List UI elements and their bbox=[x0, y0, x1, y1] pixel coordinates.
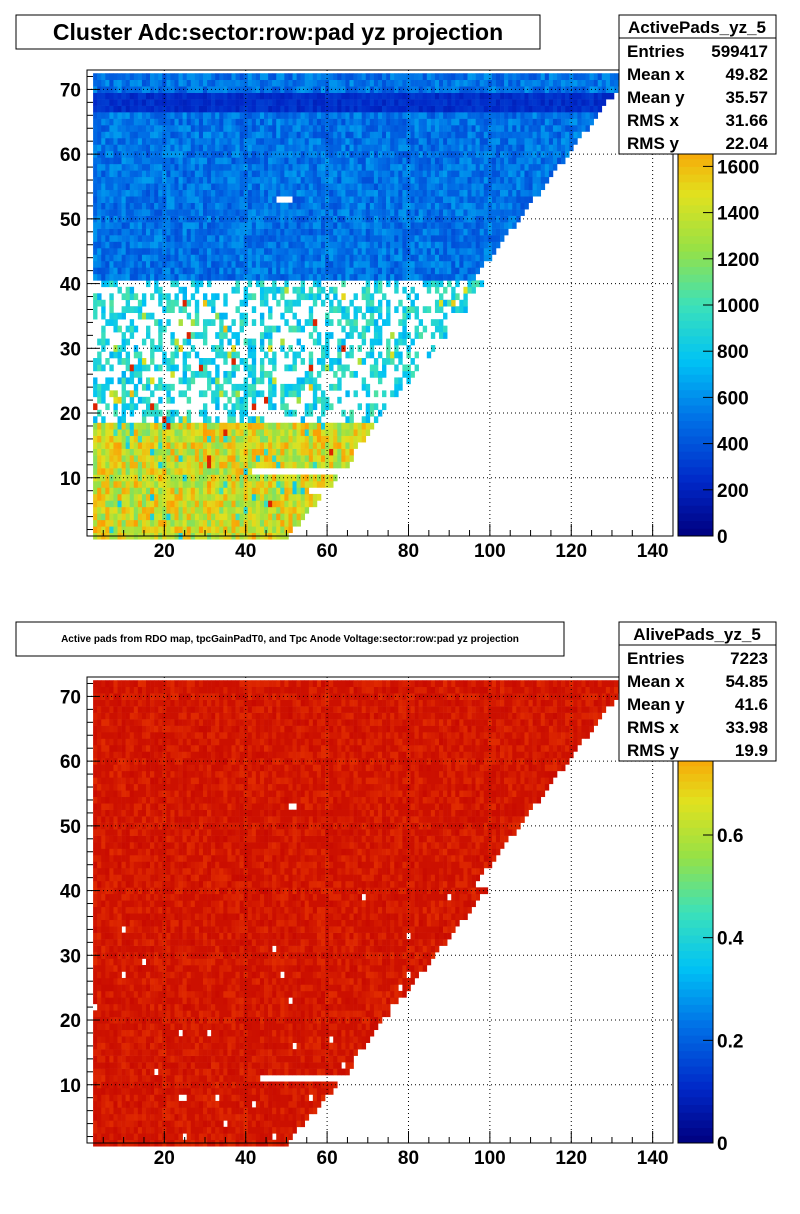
bottom-stat-label: RMS y bbox=[627, 741, 680, 760]
bottom-stats-box: AlivePads_yz_5 Entries 7223 Mean x 54.85… bbox=[618, 621, 777, 762]
y-tick-label: 40 bbox=[60, 882, 81, 903]
chart-title: Cluster Adc:sector:row:pad yz projection bbox=[53, 19, 503, 45]
bottom-stat-value: 33.98 bbox=[725, 718, 768, 737]
top-heatmap-cells bbox=[93, 73, 627, 540]
bottom-stat-label: Mean y bbox=[627, 695, 685, 714]
x-tick-label: 40 bbox=[235, 541, 256, 562]
bottom-axes: 20 40 60 80 100 120 140 10 20 30 40 50 60 70 bbox=[60, 682, 674, 1169]
colorbar-tick-label: 400 bbox=[717, 435, 749, 456]
y-tick-label: 20 bbox=[60, 1011, 81, 1032]
x-tick-label: 120 bbox=[555, 541, 587, 562]
bottom-stat-label: RMS x bbox=[627, 718, 680, 737]
x-tick-label: 60 bbox=[317, 541, 338, 562]
colorbar-tick-label: 0 bbox=[717, 1134, 728, 1155]
bottom-stats-name: AlivePads_yz_5 bbox=[633, 625, 761, 644]
top-grid bbox=[87, 70, 673, 536]
colorbar-tick-label: 1200 bbox=[717, 250, 759, 271]
bottom-stat-value: 19.9 bbox=[735, 741, 768, 760]
bottom-stat-value: 54.85 bbox=[725, 672, 768, 691]
colorbar-tick-label: 0 bbox=[717, 527, 728, 548]
top-stat-label: Mean x bbox=[627, 65, 685, 84]
y-tick-label: 50 bbox=[60, 210, 81, 231]
y-tick-label: 30 bbox=[60, 946, 81, 967]
colorbar-tick-label: 0.2 bbox=[717, 1031, 743, 1052]
y-tick-label: 40 bbox=[60, 275, 81, 296]
colorbar-tick-label: 800 bbox=[717, 342, 749, 363]
bottom-grid bbox=[87, 677, 673, 1143]
bottom-stat-label: Entries bbox=[627, 649, 685, 668]
colorbar-tick-label: 600 bbox=[717, 388, 749, 409]
colorbar-tick-label: 1400 bbox=[717, 204, 759, 225]
x-tick-label: 80 bbox=[398, 1148, 419, 1169]
y-tick-label: 70 bbox=[60, 80, 81, 101]
top-stat-value: 35.57 bbox=[725, 88, 768, 107]
bottom-stat-value: 41.6 bbox=[735, 695, 768, 714]
title-box bbox=[15, 621, 565, 657]
y-tick-label: 50 bbox=[60, 817, 81, 838]
top-stat-value: 22.04 bbox=[725, 134, 768, 153]
y-tick-label: 30 bbox=[60, 339, 81, 360]
colorbar-tick-label: 200 bbox=[717, 481, 749, 502]
x-tick-label: 140 bbox=[637, 541, 669, 562]
bottom-panel: Active pads from RDO map, tpcGainPadT0, … bbox=[15, 621, 777, 1169]
colorbar-tick-label: 1600 bbox=[717, 157, 759, 178]
top-stat-label: Mean y bbox=[627, 88, 685, 107]
colorbar-tick-label: 0.6 bbox=[717, 826, 743, 847]
top-stat-value: 599417 bbox=[711, 42, 768, 61]
x-tick-label: 20 bbox=[154, 541, 175, 562]
x-tick-label: 60 bbox=[317, 1148, 338, 1169]
top-stats-name: ActivePads_yz_5 bbox=[628, 18, 766, 37]
top-stat-label: Entries bbox=[627, 42, 685, 61]
top-stat-label: RMS x bbox=[627, 111, 680, 130]
top-stat-label: RMS y bbox=[627, 134, 680, 153]
colorbar-tick-label: 0.4 bbox=[717, 929, 744, 950]
top-stats-box: ActivePads_yz_5 Entries 599417 Mean x 49… bbox=[618, 14, 777, 155]
bottom-stat-label: Mean x bbox=[627, 672, 685, 691]
bottom-heatmap-cells bbox=[93, 680, 627, 1147]
y-tick-label: 70 bbox=[60, 687, 81, 708]
y-tick-label: 10 bbox=[60, 469, 81, 490]
bottom-plot-frame bbox=[86, 676, 674, 1144]
y-tick-label: 60 bbox=[60, 752, 81, 773]
title-box bbox=[15, 14, 541, 50]
top-stat-value: 49.82 bbox=[725, 65, 768, 84]
chart-title: Active pads from RDO map, tpcGainPadT0, … bbox=[61, 634, 519, 645]
y-tick-label: 60 bbox=[60, 145, 81, 166]
top-panel: Cluster Adc:sector:row:pad yz projection… bbox=[15, 14, 777, 562]
x-tick-label: 120 bbox=[555, 1148, 587, 1169]
colorbar-tick-label: 1000 bbox=[717, 296, 759, 317]
x-tick-label: 80 bbox=[398, 541, 419, 562]
x-tick-label: 20 bbox=[154, 1148, 175, 1169]
x-tick-label: 100 bbox=[474, 541, 506, 562]
top-axes: 20 40 60 80 100 120 140 10 20 30 40 50 60 70 bbox=[60, 75, 674, 562]
bottom-stat-value: 7223 bbox=[730, 649, 768, 668]
x-tick-label: 40 bbox=[235, 1148, 256, 1169]
x-tick-label: 100 bbox=[474, 1148, 506, 1169]
top-plot-frame bbox=[86, 69, 674, 537]
top-stat-value: 31.66 bbox=[725, 111, 768, 130]
y-tick-label: 10 bbox=[60, 1076, 81, 1097]
x-tick-label: 140 bbox=[637, 1148, 669, 1169]
y-tick-label: 20 bbox=[60, 404, 81, 425]
